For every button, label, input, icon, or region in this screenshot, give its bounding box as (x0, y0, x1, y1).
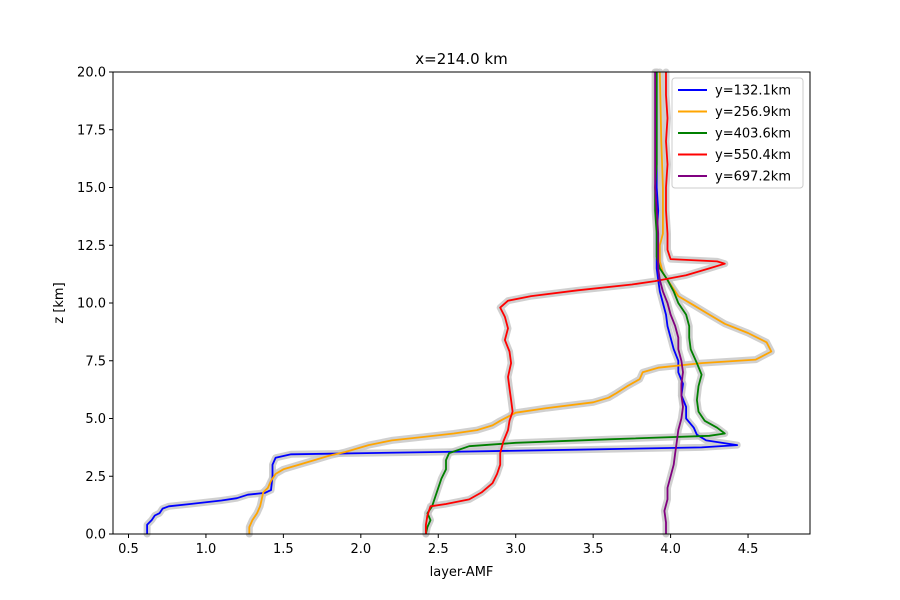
y-tick-label: 17.5 (77, 123, 106, 138)
legend-label-4: y=550.4km (715, 148, 791, 163)
series-line-3 (425, 72, 726, 535)
y-tick-label: 12.5 (77, 239, 106, 254)
x-tick-label: 1.5 (273, 542, 294, 557)
legend-label-3: y=403.6km (715, 127, 791, 142)
y-tick-label: 7.5 (85, 354, 106, 369)
x-tick-label: 3.5 (583, 542, 604, 557)
y-tick-label: 2.5 (85, 470, 106, 485)
x-tick-label: 1.0 (196, 542, 217, 557)
y-tick-label: 5.0 (85, 412, 106, 427)
y-axis: 0.0 2.5 5.0 7.5 10.0 12.5 15.0 17.5 20.0 (77, 66, 113, 543)
x-tick-label: 0.5 (118, 542, 139, 557)
x-tick-label: 2.0 (350, 542, 371, 557)
legend-label-5: y=697.2km (715, 170, 791, 185)
chart-title: x=214.0 km (415, 50, 507, 68)
y-tick-label: 15.0 (77, 181, 106, 196)
y-tick-label: 10.0 (77, 297, 106, 312)
x-tick-label: 4.5 (738, 542, 759, 557)
series-line-5 (654, 72, 684, 534)
series-line-2 (248, 71, 773, 534)
legend-box (671, 77, 804, 189)
y-axis-label: z [km] (52, 282, 67, 323)
x-tick-label: 2.5 (428, 542, 449, 557)
legend: y=132.1km y=256.9km y=403.6km y=550.4km y=69… (671, 77, 804, 189)
x-tick-label: 4.0 (660, 542, 681, 557)
x-axis: 0.5 1.0 1.5 2.0 2.5 3.0 3.5 4.0 4.5 (118, 534, 758, 557)
series-lines (146, 71, 773, 535)
y-tick-label: 20.0 (77, 66, 106, 81)
legend-label-1: y=132.1km (715, 84, 791, 99)
legend-label-2: y=256.9km (715, 105, 791, 120)
x-axis-label: layer-AMF (430, 565, 494, 580)
x-tick-label: 3.0 (505, 542, 526, 557)
series-line-4 (425, 72, 726, 534)
y-tick-label: 0.0 (85, 528, 106, 543)
